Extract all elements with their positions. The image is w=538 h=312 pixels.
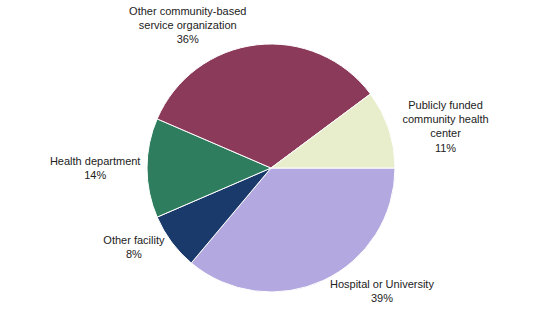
svg-text:Publicly fundedcommunity healt: Publicly fundedcommunity healthcenter11%: [402, 99, 488, 154]
svg-text:Other community-basedservice o: Other community-basedservice organizatio…: [129, 5, 246, 46]
svg-text:Health department14%: Health department14%: [50, 155, 141, 181]
svg-text:Other facility8%: Other facility8%: [103, 234, 165, 260]
svg-text:Hospital or University39%: Hospital or University39%: [330, 278, 434, 304]
